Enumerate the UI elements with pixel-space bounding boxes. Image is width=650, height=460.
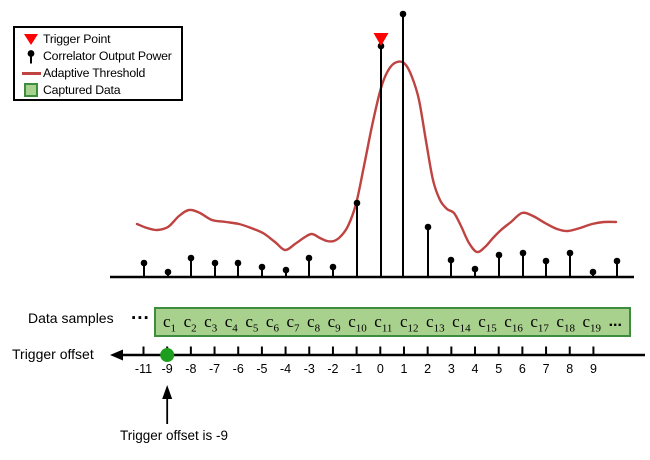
data-samples-label: Data samples bbox=[28, 310, 114, 326]
sample-label: c8 bbox=[307, 312, 321, 335]
sample-label: c15 bbox=[478, 312, 497, 335]
annotation-text: Trigger offset is -9 bbox=[120, 428, 229, 443]
axis-tick-label: -11 bbox=[135, 362, 152, 376]
stem-dot bbox=[424, 223, 432, 231]
sample-label: c10 bbox=[348, 312, 367, 335]
stem-dot bbox=[329, 263, 337, 271]
axis-tick-label: 5 bbox=[495, 362, 502, 376]
axis-tick-label: 0 bbox=[377, 362, 384, 376]
axis-tick-label: 7 bbox=[543, 362, 550, 376]
axis-tick-label: -4 bbox=[280, 362, 291, 376]
stem-dot bbox=[471, 265, 479, 273]
trigger-point-icon bbox=[19, 33, 43, 45]
trigger-offset-marker-dot bbox=[160, 348, 175, 362]
axis-tick-label: 9 bbox=[590, 362, 597, 376]
legend: Trigger Point Correlator Output Power Ad… bbox=[13, 26, 183, 101]
sample-label: c12 bbox=[399, 312, 419, 335]
legend-item-label: Trigger Point bbox=[43, 32, 111, 46]
legend-item: Captured Data bbox=[19, 82, 181, 98]
axis-tick-label: -9 bbox=[162, 362, 173, 376]
sample-label: c16 bbox=[504, 312, 523, 335]
stem-dot bbox=[258, 263, 266, 271]
sample-label: c17 bbox=[530, 312, 549, 335]
legend-item: Trigger Point bbox=[19, 31, 181, 47]
trigger-point-marker bbox=[373, 33, 389, 46]
sample-label: c6 bbox=[265, 312, 279, 335]
sample-label: c14 bbox=[452, 312, 471, 335]
axis-tick-label: -8 bbox=[185, 362, 196, 376]
axis-tick-label: -3 bbox=[304, 362, 315, 376]
legend-item: Adaptive Threshold bbox=[19, 65, 181, 81]
stem-dot bbox=[613, 257, 621, 265]
stem-marker-icon bbox=[19, 49, 43, 64]
sample-label: c1 bbox=[163, 312, 177, 335]
stem-dot bbox=[447, 256, 455, 264]
axis-arrowhead bbox=[110, 349, 123, 361]
sample-label: c9 bbox=[327, 312, 341, 335]
legend-item: Correlator Output Power bbox=[19, 48, 181, 64]
sample-label: c3 bbox=[204, 312, 218, 335]
axis-tick-label: 8 bbox=[566, 362, 573, 376]
stem-dot bbox=[542, 257, 550, 265]
axis-tick-label: 4 bbox=[472, 362, 479, 376]
stem-dot bbox=[399, 10, 407, 18]
sample-label: c5 bbox=[245, 312, 259, 335]
annotation-arrowhead bbox=[162, 385, 173, 399]
stem-dot bbox=[566, 249, 574, 257]
legend-item-label: Captured Data bbox=[43, 83, 121, 97]
legend-item-label: Adaptive Threshold bbox=[43, 66, 146, 80]
stem-dot bbox=[164, 268, 172, 276]
axis-tick-label: 1 bbox=[401, 362, 408, 376]
sample-label: c2 bbox=[183, 312, 197, 335]
axis-tick-label: 2 bbox=[424, 362, 431, 376]
sample-label: c11 bbox=[374, 312, 393, 335]
axis-tick-label: -5 bbox=[256, 362, 267, 376]
captured-data-swatch-icon bbox=[19, 83, 43, 97]
stem-dot bbox=[305, 254, 313, 262]
sample-label: c13 bbox=[426, 312, 445, 335]
sample-label: c7 bbox=[286, 312, 300, 335]
stem-dot bbox=[234, 259, 242, 267]
captured-data-box: c1 c2 c3 c4 c5 c6 c7 c8 c9 c10 c11 c12 c13 c14 c15 c16 c… bbox=[154, 307, 631, 337]
threshold-line-icon bbox=[19, 71, 43, 75]
trigger-offset-axis-label: Trigger offset bbox=[12, 346, 94, 362]
left-ellipsis: ... bbox=[131, 303, 150, 324]
legend-item-label: Correlator Output Power bbox=[43, 49, 172, 63]
adaptive-threshold-curve bbox=[135, 60, 618, 254]
stem-dot bbox=[140, 259, 148, 267]
axis-tick-label: 6 bbox=[519, 362, 526, 376]
axis-tick-label: -6 bbox=[233, 362, 244, 376]
axis-tick-label: -2 bbox=[327, 362, 338, 376]
stem-dot bbox=[589, 268, 597, 276]
stem-dot bbox=[495, 251, 503, 259]
axis-tick-label: -7 bbox=[209, 362, 220, 376]
stem-dot bbox=[187, 254, 195, 262]
sample-label: c18 bbox=[556, 312, 575, 335]
stem-dot bbox=[211, 259, 219, 267]
sample-label: c19 bbox=[582, 312, 602, 335]
stem-dot bbox=[353, 199, 361, 207]
sample-label: c4 bbox=[224, 312, 238, 335]
axis-tick-label: -1 bbox=[351, 362, 362, 376]
stem-dot bbox=[282, 266, 290, 274]
stem-dot bbox=[519, 249, 527, 257]
axis-tick-label: 3 bbox=[448, 362, 455, 376]
right-ellipsis: ... bbox=[608, 313, 622, 330]
